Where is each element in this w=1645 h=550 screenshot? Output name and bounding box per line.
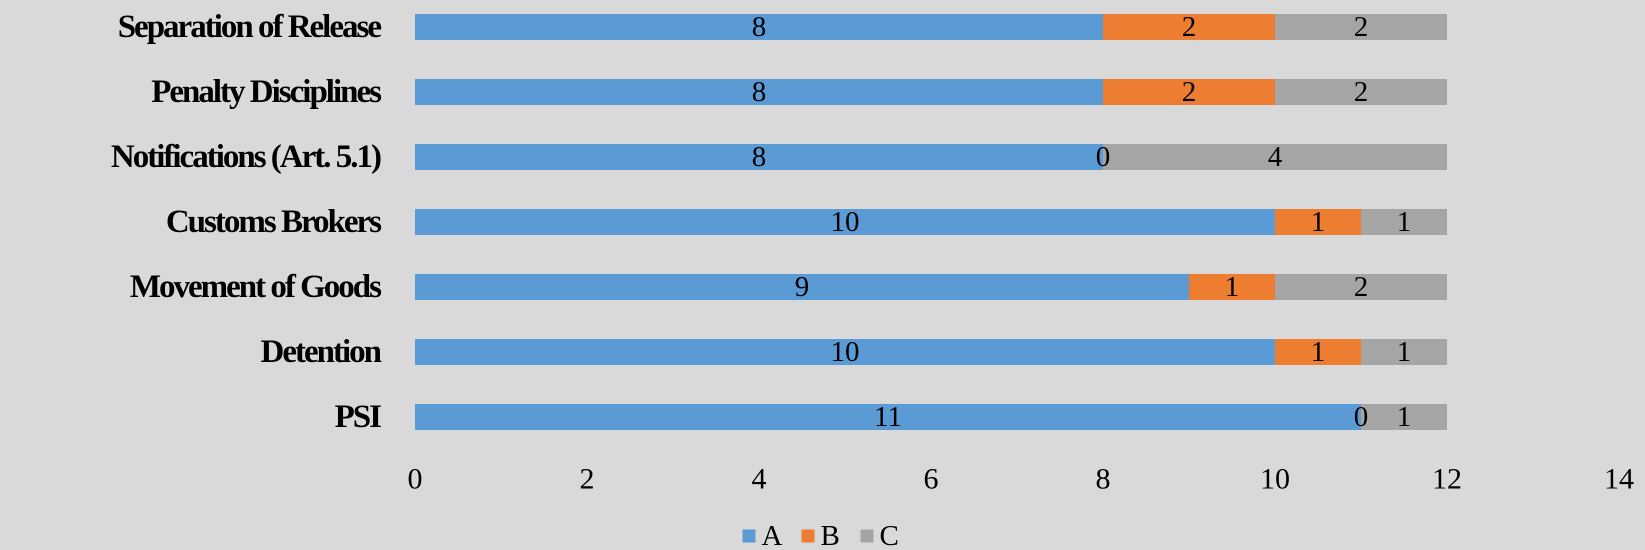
bar-a-penalty-disciplines xyxy=(415,79,1103,105)
data-label-b-separation-of-release: 2 xyxy=(1182,11,1197,43)
data-label-c-penalty-disciplines: 2 xyxy=(1354,76,1369,108)
category-label-penalty-disciplines: Penalty Disciplines xyxy=(151,74,382,110)
bar-c-detention xyxy=(1361,339,1447,365)
data-label-c-notifications-art-5-1: 4 xyxy=(1268,141,1283,173)
x-tick-label-6: 6 xyxy=(924,463,939,496)
bars-layer xyxy=(415,14,1447,430)
x-tick-label-0: 0 xyxy=(408,463,423,496)
bar-c-movement-of-goods xyxy=(1275,274,1447,300)
data-label-c-detention: 1 xyxy=(1397,336,1412,368)
category-label-detention: Detention xyxy=(261,334,382,370)
data-label-c-psi: 1 xyxy=(1397,401,1412,433)
legend-label-a: A xyxy=(762,520,783,550)
data-label-a-separation-of-release: 8 xyxy=(752,11,767,43)
data-label-c-separation-of-release: 2 xyxy=(1354,11,1369,43)
legend-swatch-b xyxy=(801,529,815,543)
x-tick-label-14: 14 xyxy=(1604,463,1634,496)
bar-a-movement-of-goods xyxy=(415,274,1189,300)
bar-b-penalty-disciplines xyxy=(1103,79,1275,105)
data-label-b-customs-brokers: 1 xyxy=(1311,206,1326,238)
data-label-c-movement-of-goods: 2 xyxy=(1354,271,1369,303)
data-label-b-detention: 1 xyxy=(1311,336,1326,368)
data-label-a-notifications-art-5-1: 8 xyxy=(752,141,767,173)
data-labels-layer: 8 2 28 2 28 0 410 1 19 1 210 1 111 0 1 xyxy=(752,11,1412,433)
bar-b-movement-of-goods xyxy=(1189,274,1275,300)
data-label-c-customs-brokers: 1 xyxy=(1397,206,1412,238)
data-label-b-notifications-art-5-1: 0 xyxy=(1096,141,1111,173)
data-label-b-movement-of-goods: 1 xyxy=(1225,271,1240,303)
category-label-customs-brokers: Customs Brokers xyxy=(166,204,382,240)
bar-a-separation-of-release xyxy=(415,14,1103,40)
legend: A B C xyxy=(742,520,899,550)
legend-swatch-a xyxy=(742,529,756,543)
legend-label-b: B xyxy=(821,520,840,550)
bar-c-psi xyxy=(1361,404,1447,430)
bar-a-detention xyxy=(415,339,1275,365)
bar-a-customs-brokers xyxy=(415,209,1275,235)
category-label-movement-of-goods: Movement of Goods xyxy=(130,269,382,305)
category-label-separation-of-release: Separation of Release xyxy=(118,9,382,45)
data-label-a-movement-of-goods: 9 xyxy=(795,271,810,303)
legend-swatch-c xyxy=(860,529,874,543)
x-axis-tick-labels: 0 2 4 6 8 10 12 14 xyxy=(408,463,1635,496)
category-label-notifications-art-5-1: Notifications (Art. 5.1) xyxy=(111,139,381,175)
data-label-a-customs-brokers: 10 xyxy=(831,206,860,238)
bar-b-customs-brokers xyxy=(1275,209,1361,235)
x-tick-label-12: 12 xyxy=(1432,463,1462,496)
category-labels: Separation of Release Penalty Disciplines… xyxy=(111,9,384,435)
data-label-b-psi: 0 xyxy=(1354,401,1369,433)
bar-a-psi xyxy=(415,404,1361,430)
x-tick-label-4: 4 xyxy=(752,463,767,496)
data-label-b-penalty-disciplines: 2 xyxy=(1182,76,1197,108)
x-tick-label-10: 10 xyxy=(1260,463,1290,496)
bar-c-separation-of-release xyxy=(1275,14,1447,40)
bar-c-notifications-art-5-1 xyxy=(1103,144,1447,170)
legend-label-c: C xyxy=(880,520,899,550)
category-label-psi: PSI xyxy=(335,399,382,435)
x-tick-label-2: 2 xyxy=(580,463,595,496)
data-label-a-penalty-disciplines: 8 xyxy=(752,76,767,108)
bar-b-separation-of-release xyxy=(1103,14,1275,40)
x-tick-label-8: 8 xyxy=(1096,463,1111,496)
bar-c-penalty-disciplines xyxy=(1275,79,1447,105)
bar-c-customs-brokers xyxy=(1361,209,1447,235)
data-label-a-psi: 11 xyxy=(874,401,902,433)
bar-b-detention xyxy=(1275,339,1361,365)
bar-a-notifications-art-5-1 xyxy=(415,144,1103,170)
data-label-a-detention: 10 xyxy=(831,336,860,368)
